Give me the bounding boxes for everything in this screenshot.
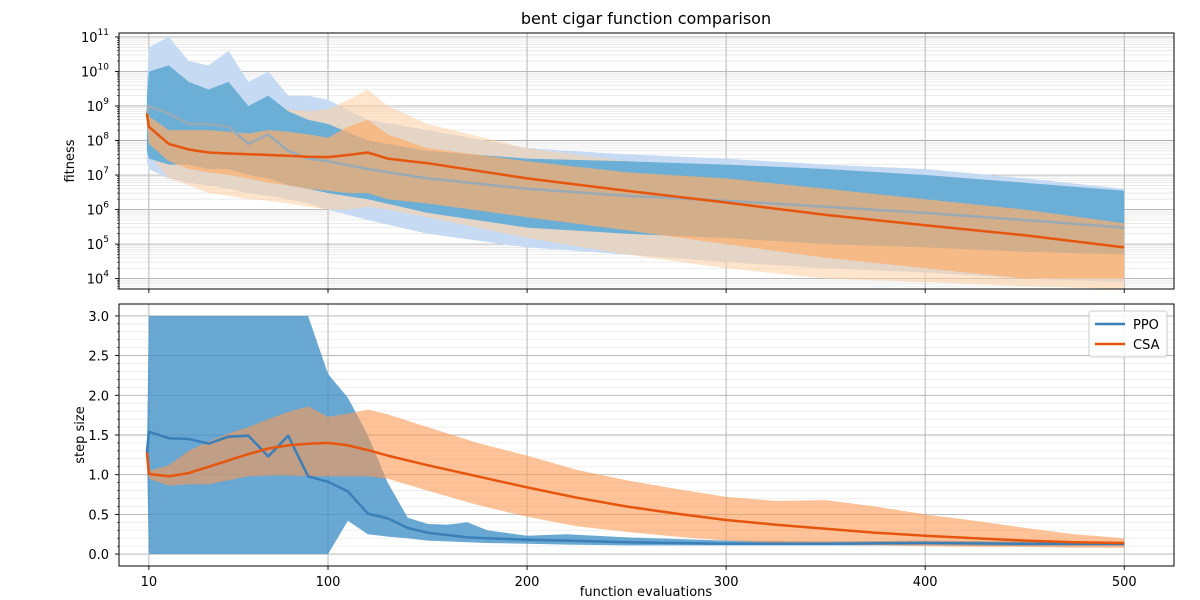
fitness-y-tick-label: 109 xyxy=(87,97,110,115)
legend: PPO CSA xyxy=(1088,310,1168,358)
chart-title: bent cigar function comparison xyxy=(521,9,771,28)
step-size-y-tick-label: 0.5 xyxy=(88,508,109,523)
y-tick-exponent: 11 xyxy=(98,28,109,38)
y-tick-base: 10 xyxy=(87,238,104,253)
step-size-y-axis-label: step size xyxy=(73,406,88,463)
step-size-panel: 0.00.51.01.52.02.53.0 10 100 200 300 400 500 … xyxy=(73,303,1175,600)
step-size-y-tick-label: 1.0 xyxy=(88,469,109,484)
x-tick-label: 500 xyxy=(1112,575,1137,590)
y-tick-exponent: 8 xyxy=(103,132,109,142)
x-tick-label: 100 xyxy=(316,575,341,590)
fitness-line-csa xyxy=(145,113,1125,249)
step-size-y-tick-label: 2.5 xyxy=(88,350,109,365)
fitness-y-axis-label: fitness xyxy=(63,139,78,182)
fitness-lines xyxy=(145,104,1125,249)
y-tick-base: 10 xyxy=(87,135,104,150)
fitness-y-tick-label: 106 xyxy=(87,201,110,219)
legend-label-csa: CSA xyxy=(1133,338,1160,353)
fitness-y-tick-label: 104 xyxy=(87,270,110,288)
step-size-y-tick-label: 0.0 xyxy=(88,548,109,563)
fitness-y-tick-label: 1010 xyxy=(81,62,109,80)
step-size-line-ppo xyxy=(145,430,1125,546)
step-size-bands xyxy=(146,315,1125,555)
y-tick-base: 10 xyxy=(87,169,104,184)
y-tick-exponent: 10 xyxy=(98,62,110,72)
fitness-y-tick-label: 108 xyxy=(87,132,110,150)
legend-label-ppo: PPO xyxy=(1133,318,1159,333)
y-tick-base: 10 xyxy=(81,65,98,80)
step-size-y-tick-label: 3.0 xyxy=(88,310,109,325)
step-size-lines xyxy=(145,430,1125,546)
step-size-y-tick-label: 1.5 xyxy=(88,429,109,444)
step-size-band-csa xyxy=(146,406,1125,548)
y-tick-exponent: 4 xyxy=(103,270,109,280)
y-tick-exponent: 5 xyxy=(103,235,109,245)
step-size-x-ticks: 10 100 200 300 400 500 xyxy=(141,566,1137,590)
y-tick-base: 10 xyxy=(87,204,104,219)
x-tick-label: 10 xyxy=(141,575,158,590)
fitness-line-ppo xyxy=(145,104,1125,229)
x-axis-label: function evaluations xyxy=(580,585,713,600)
legend-box xyxy=(1088,310,1168,358)
y-tick-exponent: 9 xyxy=(103,97,109,107)
step-size-line-csa xyxy=(145,441,1125,545)
fitness-x-ticks xyxy=(148,289,1125,293)
y-tick-exponent: 7 xyxy=(103,166,109,176)
fitness-y-tick-label: 105 xyxy=(87,235,109,253)
step-size-y-tick-label: 2.0 xyxy=(88,389,109,404)
x-tick-label: 400 xyxy=(913,575,938,590)
fitness-plot-frame xyxy=(118,32,1175,290)
fitness-y-tick-label: 1011 xyxy=(81,28,109,46)
step-size-band-ppo xyxy=(146,315,1125,555)
y-tick-base: 10 xyxy=(87,100,104,115)
x-tick-label: 300 xyxy=(714,575,739,590)
x-tick-label: 200 xyxy=(515,575,540,590)
fitness-y-tick-label: 107 xyxy=(87,166,109,184)
step-size-y-ticks: 0.0 0.5 1.0 1.5 2.0 2.5 3.0 xyxy=(88,310,119,563)
y-tick-base: 10 xyxy=(81,31,98,46)
y-tick-base: 10 xyxy=(87,273,104,288)
y-tick-exponent: 6 xyxy=(103,201,109,211)
